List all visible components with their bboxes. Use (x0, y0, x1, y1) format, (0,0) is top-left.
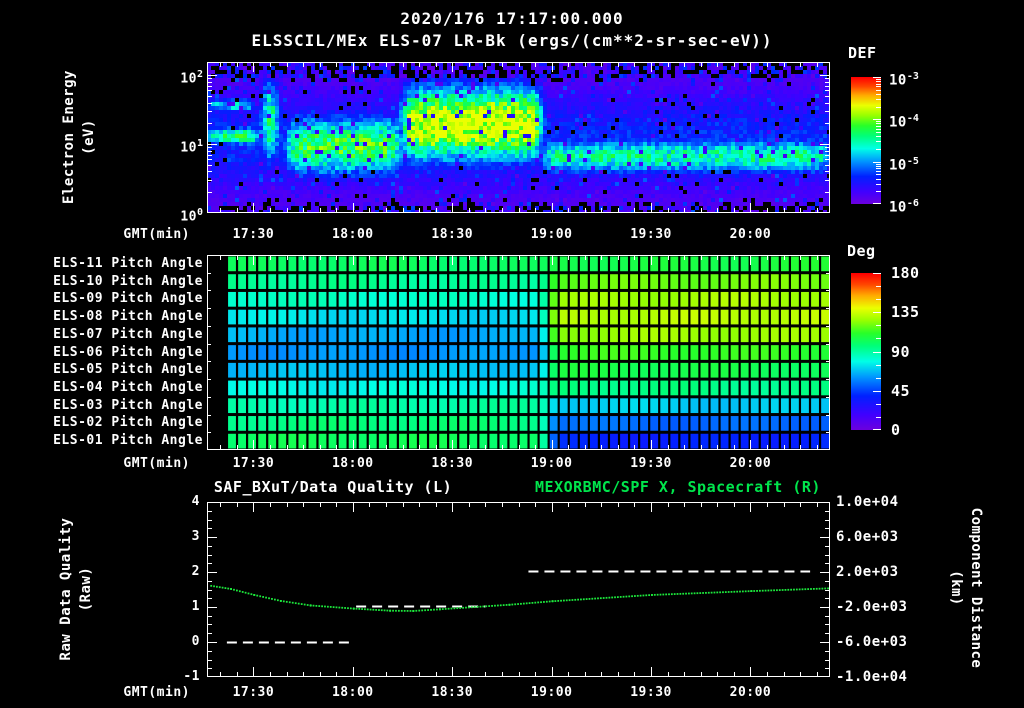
bottom-left-title: SAF_BXuT/Data Quality (L) (213, 478, 453, 496)
colorbar-tick-label: 45 (891, 382, 911, 400)
pitch-row-label: ELS-03 Pitch Angle (53, 398, 203, 413)
y-tick-label: -2.0e+03 (836, 599, 908, 615)
y-tick-label: 1.0e+04 (836, 494, 899, 510)
colorbar-tick-label: 10-5 (889, 156, 919, 174)
x-tick-label: 19:00 (530, 456, 573, 471)
axis-label-line: Electron Energy (61, 70, 77, 204)
quality-distance-plot-canvas (207, 502, 830, 677)
axis-label-line: (eV) (81, 119, 97, 155)
y-tick-label: -6.0e+03 (836, 634, 908, 650)
y-tick-label: 4 (191, 494, 200, 509)
y-tick-label: 100 (180, 207, 203, 225)
x-tick-label: 20:00 (729, 685, 772, 700)
bottom-right-title: MEXORBMC/SPF X, Spacecraft (R) (535, 478, 821, 496)
x-tick-label: 19:30 (630, 685, 672, 700)
x-tick-label: 18:00 (331, 685, 374, 700)
colorbar-tick-label: 135 (891, 303, 920, 321)
colorbar-tick-label: 90 (891, 343, 911, 361)
axis-label-line: Component Distance (968, 507, 984, 669)
x-tick-label: 20:00 (729, 227, 772, 242)
x-tick-label: 17:30 (232, 227, 275, 242)
pitch-row-label: ELS-01 Pitch Angle (53, 433, 203, 448)
colorbar-tick-label: 0 (891, 421, 901, 439)
colorbar-tick-label: 10-4 (889, 113, 919, 131)
y-tick-label: 0 (191, 634, 200, 649)
y-tick-label: 3 (191, 529, 200, 544)
pitch-row-label: ELS-05 Pitch Angle (53, 362, 203, 377)
deg-colorbar (851, 273, 881, 430)
x-tick-label: 18:30 (431, 456, 474, 471)
y-tick-label: 6.0e+03 (836, 529, 899, 545)
pitch-row-label: ELS-04 Pitch Angle (53, 380, 203, 395)
x-tick-label: 19:00 (530, 685, 573, 700)
gmt-axis-label: GMT(min) (123, 456, 190, 471)
pitch-row-label: ELS-09 Pitch Angle (53, 291, 203, 306)
y-tick-label: 101 (180, 138, 203, 156)
x-tick-label: 19:30 (630, 227, 672, 242)
raw-data-quality-axis-label: Raw Data Quality (Raw) (56, 509, 96, 669)
axis-label-line: (km) (948, 570, 964, 606)
pitch-row-label: ELS-07 Pitch Angle (53, 327, 203, 342)
def-colorbar-title: DEF (848, 44, 877, 62)
timestamp-title: 2020/176 17:17:00.000 (400, 9, 624, 28)
component-distance-axis-label: Component Distance (km) (946, 488, 986, 688)
pitch-row-label: ELS-02 Pitch Angle (53, 415, 203, 430)
x-tick-label: 20:00 (729, 456, 772, 471)
pitch-angle-heatmap-canvas (207, 255, 830, 450)
y-tick-label: 1 (191, 599, 200, 614)
x-tick-label: 17:30 (232, 685, 275, 700)
gmt-axis-label: GMT(min) (123, 227, 190, 242)
y-tick-label: 2 (191, 564, 200, 579)
x-tick-label: 18:30 (431, 227, 474, 242)
plot-title: ELSSCIL/MEx ELS-07 LR-Bk (ergs/(cm**2-sr… (251, 31, 773, 50)
deg-colorbar-title: Deg (847, 242, 876, 260)
x-tick-label: 18:00 (331, 456, 374, 471)
def-colorbar (851, 77, 881, 204)
x-tick-label: 17:30 (232, 456, 275, 471)
pitch-row-label: ELS-08 Pitch Angle (53, 309, 203, 324)
y-tick-label: 2.0e+03 (836, 564, 899, 580)
x-tick-label: 18:30 (431, 685, 474, 700)
electron-energy-spectrogram-canvas (207, 62, 830, 213)
axis-label-line: (Raw) (78, 566, 94, 612)
x-tick-label: 18:00 (331, 227, 374, 242)
y-tick-label: -1.0e+04 (836, 669, 908, 685)
axis-label-line: Raw Data Quality (58, 517, 74, 661)
colorbar-tick-label: 10-3 (889, 71, 919, 89)
gmt-axis-label: GMT(min) (123, 685, 190, 700)
x-tick-label: 19:00 (530, 227, 573, 242)
pitch-row-label: ELS-06 Pitch Angle (53, 345, 203, 360)
colorbar-tick-label: 10-6 (889, 198, 919, 216)
x-tick-label: 19:30 (630, 456, 672, 471)
y-tick-label: 102 (180, 69, 203, 87)
pitch-row-label: ELS-10 Pitch Angle (53, 274, 203, 289)
colorbar-tick-label: 180 (891, 264, 920, 282)
electron-energy-axis-label: Electron Energy (eV) (59, 57, 99, 217)
y-tick-label: -1 (183, 669, 200, 684)
pitch-row-label: ELS-11 Pitch Angle (53, 256, 203, 271)
